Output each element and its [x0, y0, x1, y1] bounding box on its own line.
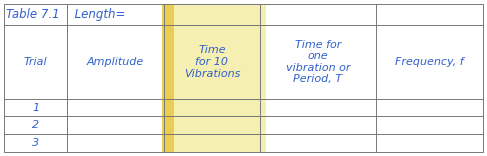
Text: 3: 3 [32, 138, 39, 148]
Text: Frequency, f: Frequency, f [395, 57, 464, 67]
Bar [162, 4, 174, 152]
Text: Amplitude: Amplitude [87, 57, 144, 67]
Text: Table 7.1    Length=: Table 7.1 Length= [5, 8, 125, 21]
Text: Time for
one
vibration or
Period, T: Time for one vibration or Period, T [285, 40, 350, 85]
Text: 2: 2 [32, 120, 39, 130]
Text: Trial: Trial [24, 57, 47, 67]
Text: Time
for 10
Vibrations: Time for 10 Vibrations [184, 46, 240, 79]
Text: 1: 1 [32, 103, 39, 113]
Bar [174, 4, 266, 152]
